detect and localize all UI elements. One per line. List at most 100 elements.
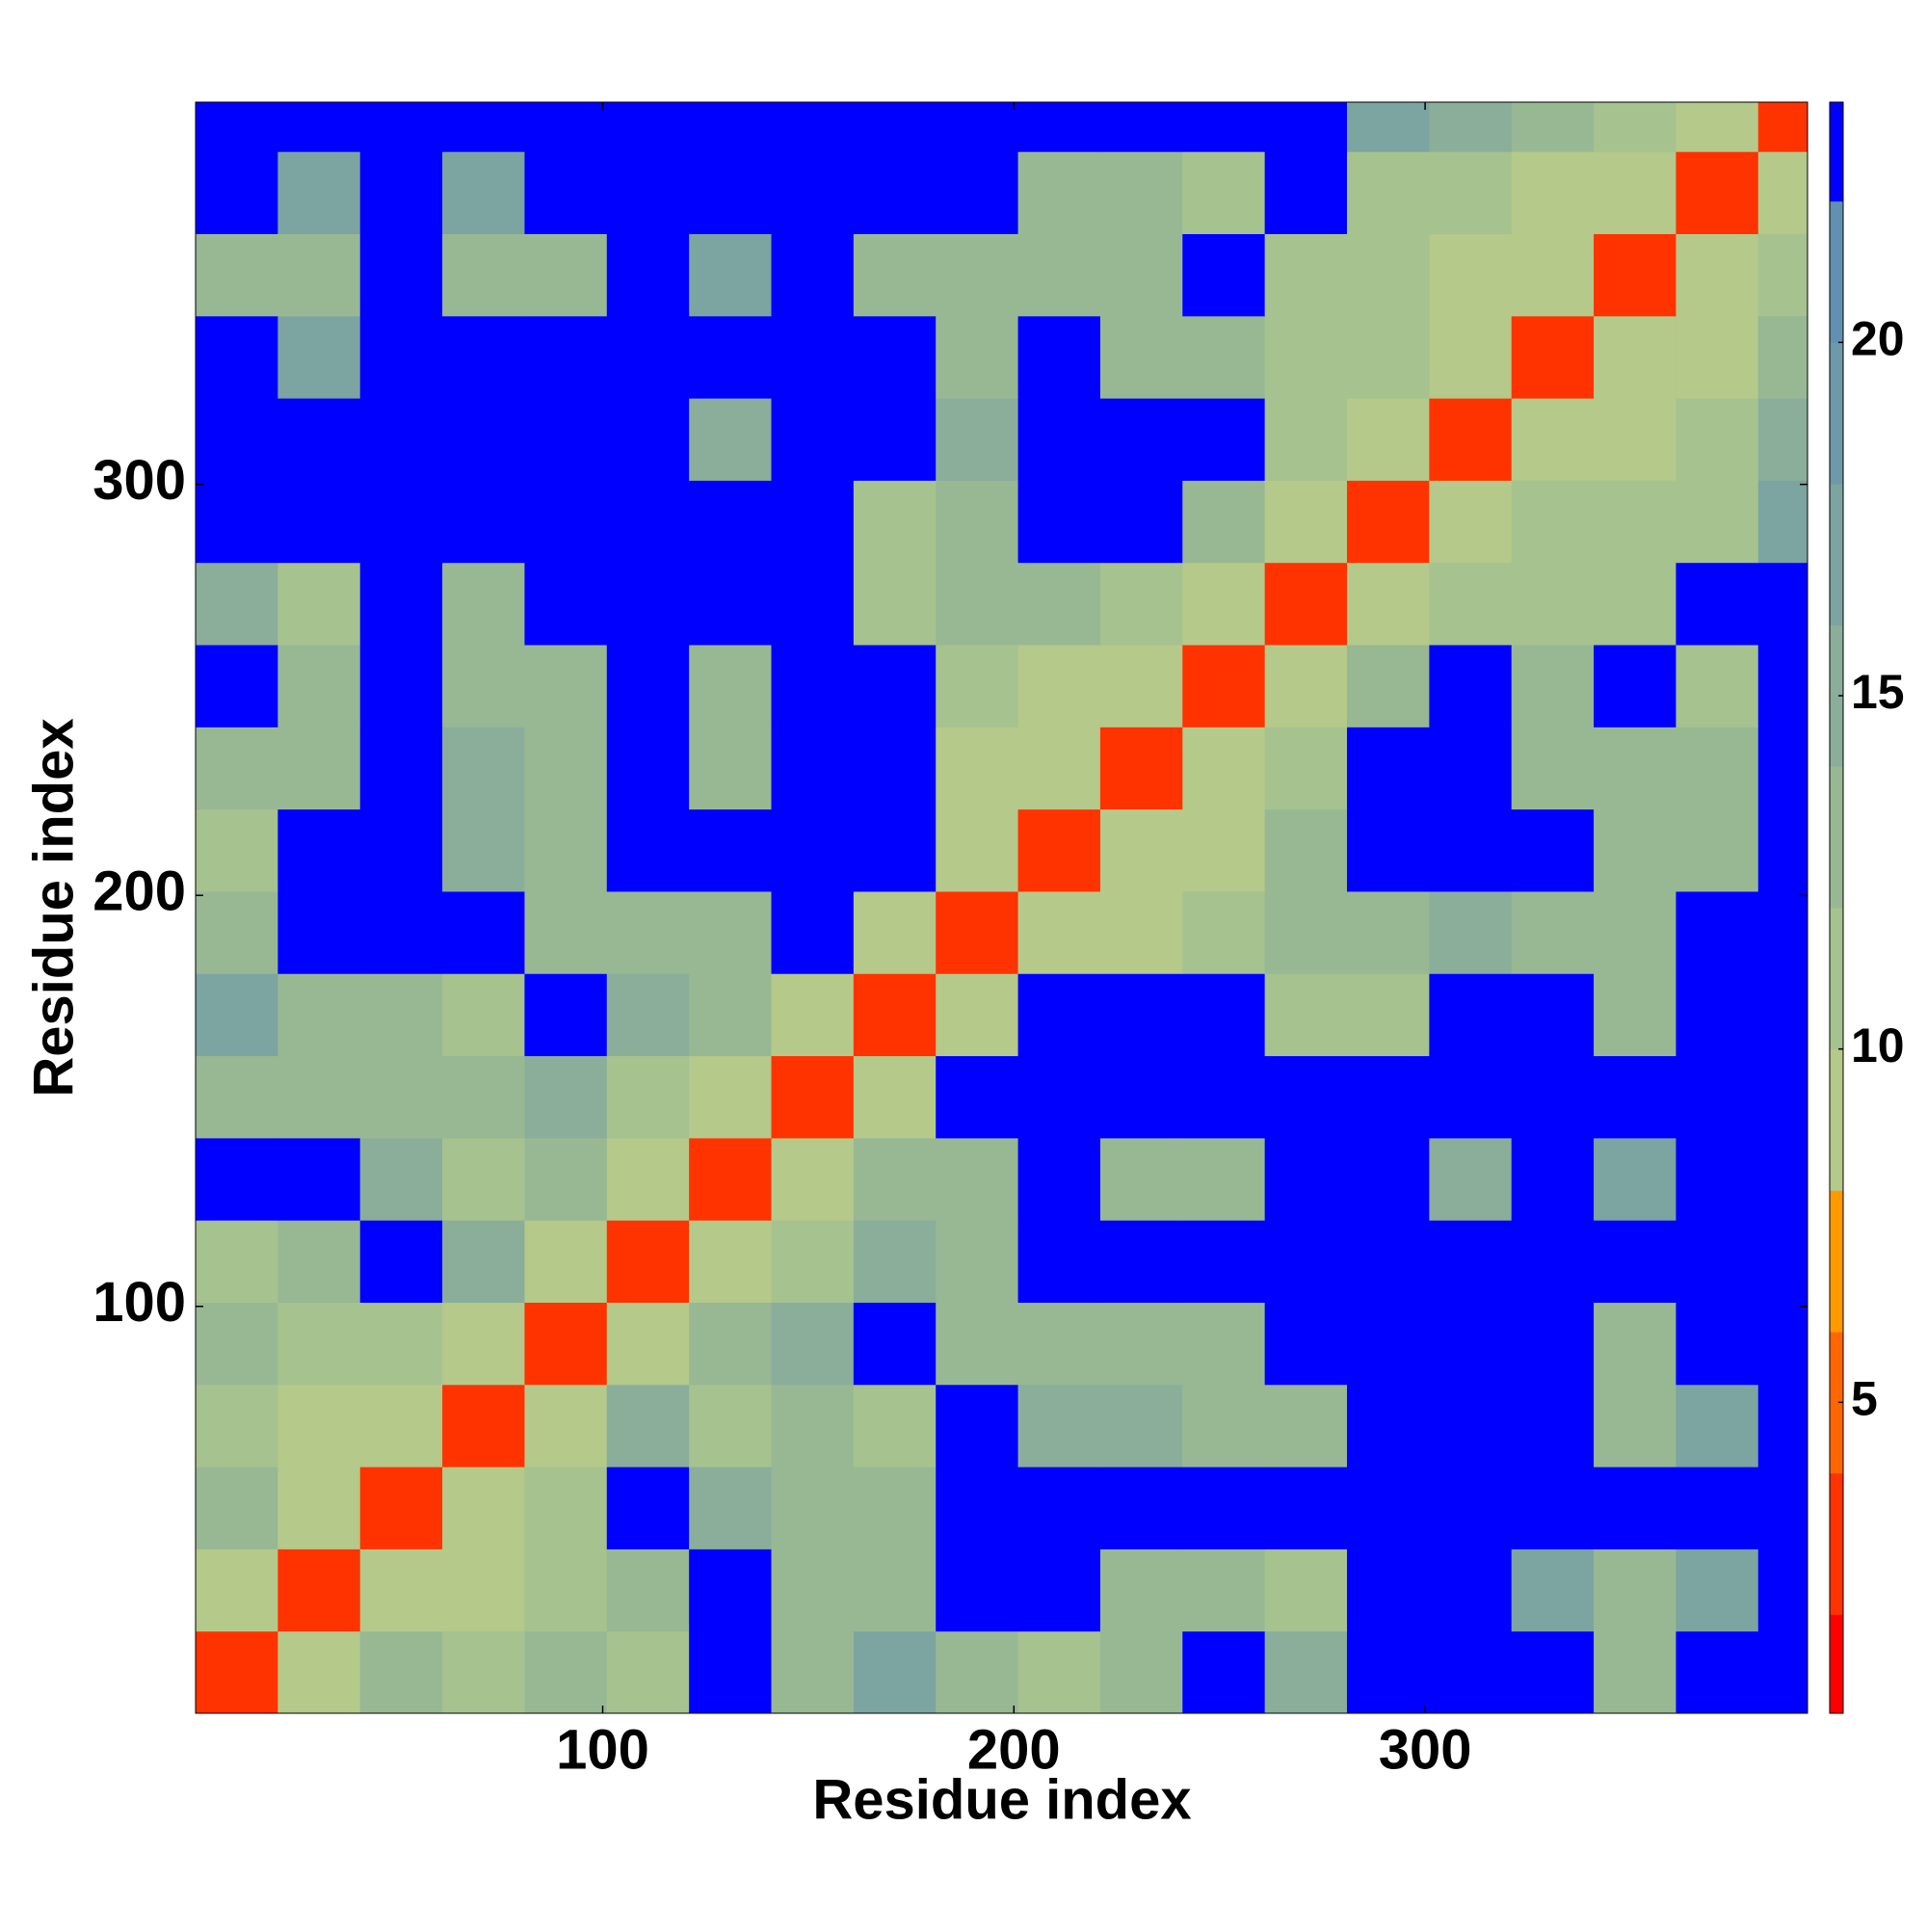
heatmap-cell: [1264, 1137, 1348, 1221]
heatmap-cell: [524, 890, 608, 974]
heatmap-cell: [277, 1055, 361, 1139]
heatmap-cell: [606, 1467, 690, 1549]
heatmap-cell: [1757, 562, 1808, 646]
heatmap-cell: [936, 1302, 1019, 1386]
heatmap-cell: [771, 102, 855, 152]
heatmap-cell: [1347, 1055, 1430, 1139]
heatmap-cell: [1017, 315, 1101, 399]
heatmap-cell: [1594, 233, 1676, 317]
heatmap-cell: [1347, 398, 1430, 481]
x-axis-title: Residue index: [812, 1768, 1191, 1831]
heatmap-cell: [359, 727, 443, 810]
heatmap-cell: [1347, 973, 1430, 1057]
heatmap-cell: [1182, 1548, 1266, 1632]
heatmap-cell: [524, 1302, 608, 1386]
heatmap-cell: [524, 727, 608, 810]
heatmap-cell: [1429, 1137, 1513, 1221]
heatmap-cell: [524, 480, 608, 564]
heatmap-cell: [1511, 1467, 1595, 1549]
heatmap-cell: [442, 562, 525, 646]
heatmap-cell: [1594, 1384, 1676, 1468]
heatmap-cell: [1594, 480, 1676, 564]
colorbar-band: [1830, 766, 1843, 909]
colorbar-tick-label: 20: [1851, 312, 1905, 366]
heatmap-cell: [771, 1055, 855, 1139]
heatmap-cell: [1676, 1384, 1759, 1468]
heatmap-cell: [1099, 727, 1183, 810]
heatmap-cell: [1099, 233, 1183, 317]
heatmap-cell: [277, 1302, 361, 1386]
heatmap-cell: [524, 151, 608, 234]
heatmap-cell: [689, 1548, 772, 1632]
heatmap-cell: [1099, 1137, 1183, 1221]
heatmap-cell: [1757, 727, 1808, 810]
heatmap-cell: [1676, 1548, 1759, 1632]
heatmap-cell: [1099, 1630, 1183, 1714]
heatmap-cell: [1594, 1220, 1676, 1303]
heatmap-cell: [196, 1548, 278, 1632]
heatmap-cell: [936, 315, 1019, 399]
heatmap-cell: [936, 1384, 1019, 1468]
heatmap-cell: [1264, 102, 1348, 152]
heatmap-cell: [771, 890, 855, 974]
heatmap-cell: [1757, 1548, 1808, 1632]
heatmap-cell: [1264, 645, 1348, 728]
colorbar-band: [1830, 1048, 1843, 1191]
heatmap-cell: [936, 1630, 1019, 1714]
heatmap-cell: [1099, 1220, 1183, 1303]
heatmap-cell: [853, 1302, 937, 1386]
heatmap-cell: [359, 808, 443, 892]
heatmap-cell: [853, 1137, 937, 1221]
heatmap-cell: [1757, 1055, 1808, 1139]
heatmap-cell: [524, 1467, 608, 1549]
heatmap-cell: [606, 480, 690, 564]
heatmap-cell: [1511, 1384, 1595, 1468]
heatmap-cell: [1347, 1467, 1430, 1549]
heatmap-cell: [1099, 1055, 1183, 1139]
heatmap-cell: [853, 315, 937, 399]
heatmap-cell: [1182, 727, 1266, 810]
heatmap-cell: [606, 1630, 690, 1714]
heatmap-cell: [1347, 233, 1430, 317]
heatmap-cell: [442, 645, 525, 728]
heatmap-cell: [1429, 1384, 1513, 1468]
heatmap-cell: [524, 562, 608, 646]
heatmap-cell: [1757, 1384, 1808, 1468]
heatmap-cell: [936, 890, 1019, 974]
heatmap-cell: [1511, 315, 1595, 399]
heatmap-cell: [277, 102, 361, 152]
heatmap-cell: [936, 1467, 1019, 1549]
heatmap-cell: [1429, 1548, 1513, 1632]
heatmap-cell: [359, 315, 443, 399]
heatmap-cell: [853, 1384, 937, 1468]
heatmap-cell: [1264, 480, 1348, 564]
heatmap-cell: [442, 890, 525, 974]
heatmap-cell: [1347, 1630, 1430, 1714]
heatmap-cell: [1017, 1055, 1101, 1139]
heatmap-cell: [196, 1302, 278, 1386]
heatmap-cell: [1347, 727, 1430, 810]
heatmap-cell: [196, 233, 278, 317]
heatmap-cell: [1594, 973, 1676, 1057]
heatmap-cell: [606, 315, 690, 399]
heatmap-cell: [1017, 1548, 1101, 1632]
heatmap-cell: [442, 727, 525, 810]
heatmap-cell: [689, 398, 772, 481]
heatmap-cell: [1429, 1467, 1513, 1549]
heatmap-cell: [689, 151, 772, 234]
heatmap-cell: [1099, 890, 1183, 974]
heatmap-cell: [1099, 562, 1183, 646]
colorbar-band: [1830, 102, 1843, 202]
heatmap-cell: [1429, 562, 1513, 646]
heatmap-cell: [606, 562, 690, 646]
heatmap-cell: [442, 1467, 525, 1549]
heatmap-cell: [1264, 727, 1348, 810]
heatmap-cell: [1429, 808, 1513, 892]
heatmap-cell: [689, 1220, 772, 1303]
heatmap-cell: [1511, 645, 1595, 728]
heatmap-cell: [1182, 1055, 1266, 1139]
heatmap-cell: [524, 233, 608, 317]
heatmap-cell: [936, 1548, 1019, 1632]
heatmap-cell: [936, 973, 1019, 1057]
heatmap-cell: [1182, 1630, 1266, 1714]
